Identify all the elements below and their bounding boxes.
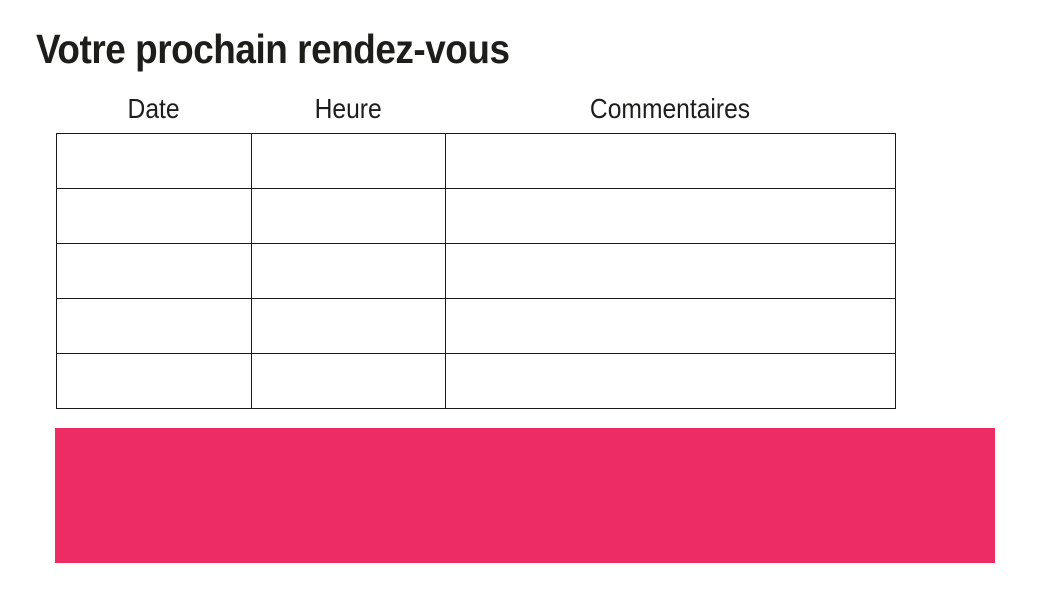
table-cell-date <box>56 188 252 244</box>
table-cell-date <box>56 353 252 409</box>
table-cell-commentaires <box>445 298 896 354</box>
table-cell-date <box>56 298 252 354</box>
table-header-row: Date Heure Commentaires <box>56 90 895 128</box>
appointment-table <box>56 133 896 409</box>
table-cell-heure <box>251 133 446 189</box>
table-cell-heure <box>251 243 446 299</box>
column-header-commentaires: Commentaires <box>445 93 895 125</box>
pink-banner-decoration <box>55 428 995 563</box>
page-title: Votre prochain rendez-vous <box>36 26 510 72</box>
column-header-heure: Heure <box>251 93 445 125</box>
table-cell-date <box>56 243 252 299</box>
table-row <box>56 353 896 409</box>
table-row <box>56 298 896 354</box>
table-cell-commentaires <box>445 243 896 299</box>
column-header-date: Date <box>56 93 251 125</box>
table-cell-commentaires <box>445 188 896 244</box>
appointment-table-body <box>56 133 896 409</box>
table-cell-heure <box>251 298 446 354</box>
table-cell-commentaires <box>445 133 896 189</box>
column-header-date-label: Date <box>127 93 180 124</box>
table-cell-date <box>56 133 252 189</box>
table-cell-heure <box>251 353 446 409</box>
table-cell-heure <box>251 188 446 244</box>
table-cell-commentaires <box>445 353 896 409</box>
column-header-commentaires-label: Commentaires <box>589 93 751 124</box>
table-row <box>56 243 896 299</box>
table-row <box>56 133 896 189</box>
column-header-heure-label: Heure <box>314 93 382 124</box>
table-row <box>56 188 896 244</box>
